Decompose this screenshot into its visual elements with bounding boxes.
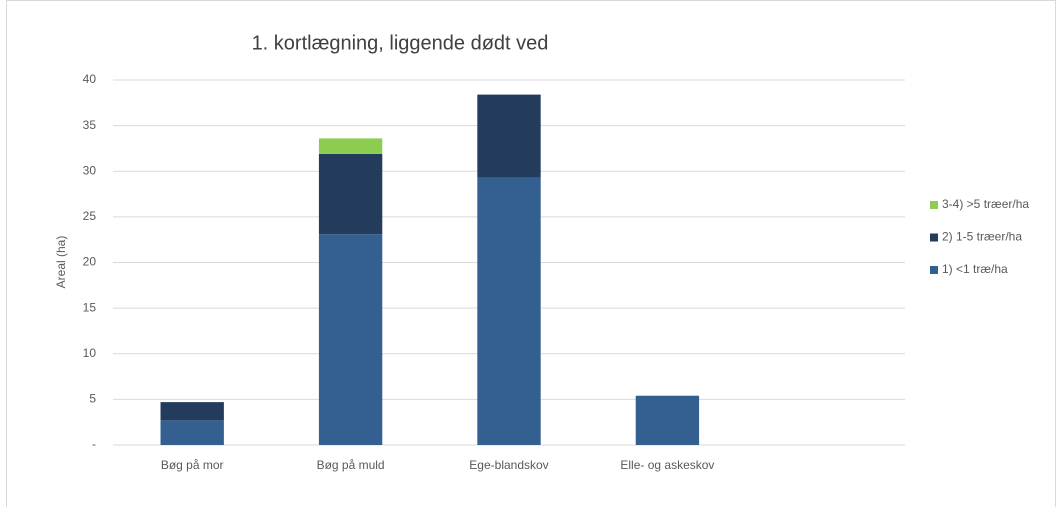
bar-segment <box>160 420 224 445</box>
y-tick-label: 20 <box>83 255 97 269</box>
legend-swatch <box>930 266 938 274</box>
legend-label: 3-4) >5 træer/ha <box>942 197 1029 211</box>
legend-label: 2) 1-5 træer/ha <box>942 230 1022 244</box>
y-axis-label: Areal (ha) <box>54 236 68 289</box>
y-tick-label: 10 <box>83 346 97 360</box>
bar-segment <box>477 177 541 445</box>
y-tick-label: - <box>92 437 96 451</box>
y-tick-label: 30 <box>83 163 97 177</box>
bar-segment <box>635 395 700 445</box>
x-tick-label: Bøg på muld <box>317 458 385 472</box>
bar-segment <box>318 234 383 445</box>
x-tick-label: Bøg på mor <box>161 458 224 472</box>
legend-label: 1) <1 træ/ha <box>942 262 1008 276</box>
x-tick-label: Ege-blandskov <box>469 458 548 472</box>
y-tick-label: 25 <box>83 209 97 223</box>
legend-swatch <box>930 233 938 242</box>
bar-segment <box>477 94 541 178</box>
x-tick-label: Elle- og askeskov <box>620 458 714 472</box>
bar-segment <box>318 153 383 235</box>
chart-title: 1. kortlægning, liggende dødt ved <box>252 32 549 54</box>
legend-swatch <box>930 201 938 209</box>
y-tick-label: 35 <box>83 118 97 132</box>
y-tick-label: 40 <box>83 72 97 86</box>
bar-segment <box>160 402 224 421</box>
bar-segment <box>318 138 383 154</box>
y-tick-label: 15 <box>83 300 97 314</box>
y-tick-label: 5 <box>89 392 96 406</box>
